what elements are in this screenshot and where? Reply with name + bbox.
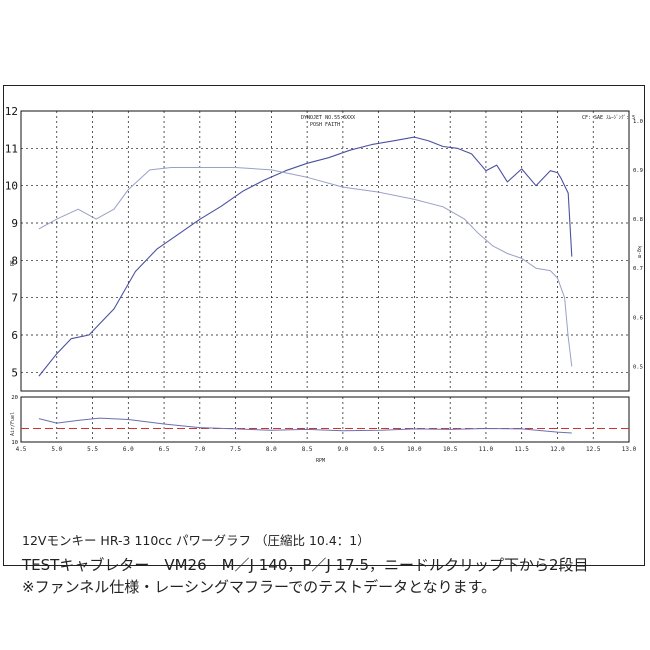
x-tick-label: 4.5 bbox=[16, 446, 27, 453]
y-axis-label: PS bbox=[10, 260, 16, 266]
x-tick-label: 9.0 bbox=[337, 446, 348, 453]
afr-axis-label: Air/Fuel bbox=[10, 412, 16, 436]
x-tick-label: 10.0 bbox=[407, 446, 422, 453]
header-line-2: POSH FAITH bbox=[310, 122, 340, 128]
torque-curve bbox=[38, 167, 573, 367]
x-tick-label: 6.5 bbox=[159, 446, 170, 453]
y2-tick-label: 1.0 bbox=[633, 119, 643, 125]
x-tick-label: 8.0 bbox=[266, 446, 277, 453]
main-plot-border bbox=[20, 110, 630, 392]
x-tick-label: 7.0 bbox=[194, 446, 205, 453]
x-tick-label: 12.0 bbox=[550, 446, 565, 453]
x-tick-label: 11.0 bbox=[479, 446, 494, 453]
x-tick-label: 13.0 bbox=[622, 446, 637, 453]
x-tick-label: 7.5 bbox=[230, 446, 241, 453]
caption-test-carb: TESTキャブレター VM26 M／J 140，P／J 17.5，ニードルクリッ… bbox=[22, 556, 589, 574]
caption-note: ※ファンネル仕様・レーシングマフラーでのテストデータとなります。 bbox=[22, 578, 497, 596]
header-right: CF: SAE ｽﾑｰｼﾞﾝｸﾞ: 5 bbox=[582, 114, 635, 121]
y-tick-label: 8 bbox=[11, 254, 18, 267]
x-tick-label: 8.5 bbox=[302, 446, 313, 453]
y2-tick-label: 0.7 bbox=[633, 266, 643, 272]
x-tick-label: 11.5 bbox=[514, 446, 529, 453]
caption-graph-title: 12Vモンキー HR-3 110cc パワーグラフ （圧縮比 10.4：1） bbox=[22, 533, 370, 548]
y-tick-label: 10 bbox=[5, 180, 18, 193]
afr-tick-label: 20 bbox=[11, 395, 18, 401]
x-tick-label: 9.5 bbox=[373, 446, 384, 453]
x-tick-label: 10.5 bbox=[443, 446, 458, 453]
y-tick-label: 5 bbox=[11, 366, 18, 379]
y-tick-label: 7 bbox=[11, 292, 18, 305]
y-tick-label: 11 bbox=[5, 142, 18, 155]
afr-tick-label: 10 bbox=[11, 440, 18, 446]
y2-tick-label: 0.5 bbox=[633, 364, 643, 370]
x-tick-label: 5.0 bbox=[51, 446, 62, 453]
x-axis-label: RPM bbox=[316, 458, 325, 464]
x-tick-label: 12.5 bbox=[586, 446, 601, 453]
header-line-1: DYNOJET NO.55:6XXX bbox=[301, 115, 355, 121]
y2-tick-label: 0.9 bbox=[633, 168, 643, 174]
x-tick-label: 6.0 bbox=[123, 446, 134, 453]
y-tick-label: 6 bbox=[11, 329, 18, 342]
y-tick-label: 9 bbox=[11, 217, 18, 230]
y2-tick-label: 0.8 bbox=[633, 217, 643, 223]
y2-axis-label: kg-m bbox=[636, 246, 642, 258]
dyno-chart: 4.5 5.0 5.5 6.0 6.5 7.0 7.5 8.0 8.5 9.0 9.5 10.0 10.… bbox=[5, 105, 643, 464]
afr-plot-border bbox=[20, 396, 630, 443]
power-curve bbox=[38, 136, 573, 377]
afr-curve bbox=[38, 417, 572, 434]
chart-frame: 4.5 5.0 5.5 6.0 6.5 7.0 7.5 8.0 8.5 9.0 9.5 10.0 10.… bbox=[3, 85, 645, 596]
x-tick-label: 5.5 bbox=[87, 446, 98, 453]
y2-tick-label: 0.6 bbox=[633, 315, 643, 321]
y-tick-label: 12 bbox=[5, 105, 18, 118]
